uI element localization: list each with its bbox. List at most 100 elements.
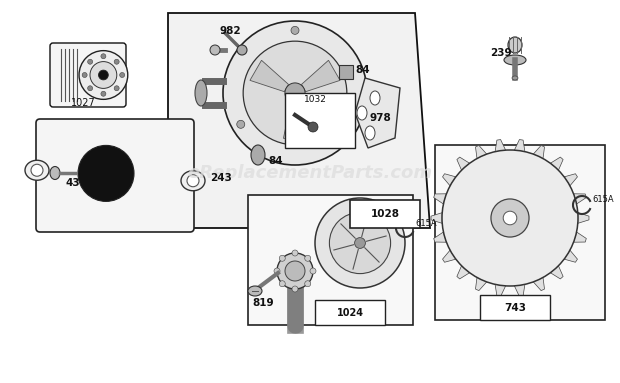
Circle shape [292,286,298,292]
Circle shape [114,59,119,64]
Circle shape [345,120,353,128]
Ellipse shape [181,171,205,191]
Text: 84: 84 [268,156,283,166]
FancyBboxPatch shape [50,43,126,107]
Text: 743: 743 [504,303,526,313]
FancyBboxPatch shape [339,65,353,79]
Circle shape [79,51,128,99]
Text: 978: 978 [370,113,392,123]
Polygon shape [515,284,525,296]
Polygon shape [457,266,469,279]
Circle shape [78,146,134,201]
Circle shape [101,54,106,59]
Circle shape [31,164,43,176]
Polygon shape [533,277,544,291]
Polygon shape [578,213,589,223]
Circle shape [114,86,119,91]
Circle shape [279,255,285,261]
Text: 615A: 615A [592,195,614,205]
FancyBboxPatch shape [315,300,385,325]
Ellipse shape [25,160,49,180]
Polygon shape [533,146,544,159]
Circle shape [355,237,365,249]
Polygon shape [431,213,442,223]
Ellipse shape [508,37,522,53]
Circle shape [285,261,305,281]
Circle shape [243,41,347,145]
Circle shape [277,253,313,289]
Ellipse shape [248,286,262,296]
Polygon shape [443,174,456,186]
Polygon shape [551,266,563,279]
Polygon shape [283,103,306,138]
Polygon shape [301,60,340,92]
Text: 243: 243 [210,173,232,183]
Text: 84: 84 [355,65,370,75]
Polygon shape [250,60,288,92]
Polygon shape [476,146,487,159]
Ellipse shape [370,91,380,105]
Text: 819: 819 [252,298,274,308]
Circle shape [90,62,117,88]
Circle shape [442,150,578,286]
Circle shape [315,198,405,288]
Polygon shape [443,250,456,262]
Circle shape [237,45,247,55]
Polygon shape [476,277,487,291]
Polygon shape [564,250,577,262]
FancyBboxPatch shape [480,295,550,320]
Text: 1024: 1024 [337,308,363,318]
Text: eReplacementParts.com: eReplacementParts.com [187,164,433,182]
Circle shape [491,199,529,237]
Circle shape [292,250,298,256]
Ellipse shape [357,106,367,120]
Polygon shape [515,139,525,152]
Ellipse shape [195,80,207,106]
Circle shape [291,26,299,34]
FancyBboxPatch shape [350,200,420,228]
Circle shape [210,45,220,55]
Circle shape [310,268,316,274]
Polygon shape [551,157,563,170]
FancyBboxPatch shape [248,195,413,325]
Ellipse shape [512,76,518,80]
Polygon shape [434,194,446,204]
Circle shape [187,175,199,187]
Circle shape [87,86,92,91]
Circle shape [99,70,108,80]
Circle shape [285,83,305,103]
Text: 239: 239 [490,48,511,58]
Polygon shape [457,157,469,170]
FancyBboxPatch shape [285,93,355,148]
FancyBboxPatch shape [36,119,194,232]
Text: 615A: 615A [415,218,436,228]
Text: 437: 437 [65,178,87,188]
Circle shape [120,72,125,77]
Polygon shape [355,78,400,148]
Circle shape [503,211,517,225]
Circle shape [87,59,92,64]
Circle shape [274,268,280,274]
Circle shape [237,120,245,128]
Circle shape [101,91,106,96]
Text: 1028: 1028 [371,209,399,219]
Circle shape [304,255,311,261]
Circle shape [308,122,318,132]
Ellipse shape [50,167,60,180]
Text: 1032: 1032 [304,95,327,105]
Polygon shape [574,194,587,204]
Circle shape [329,213,391,273]
Circle shape [223,21,367,165]
Polygon shape [434,232,446,242]
FancyBboxPatch shape [435,145,605,320]
Polygon shape [564,174,577,186]
Polygon shape [495,284,506,296]
Text: 1027: 1027 [71,98,95,108]
Circle shape [279,281,285,287]
Circle shape [82,72,87,77]
Ellipse shape [251,145,265,165]
Ellipse shape [365,126,375,140]
Circle shape [304,281,311,287]
Polygon shape [495,139,506,152]
Polygon shape [574,232,587,242]
